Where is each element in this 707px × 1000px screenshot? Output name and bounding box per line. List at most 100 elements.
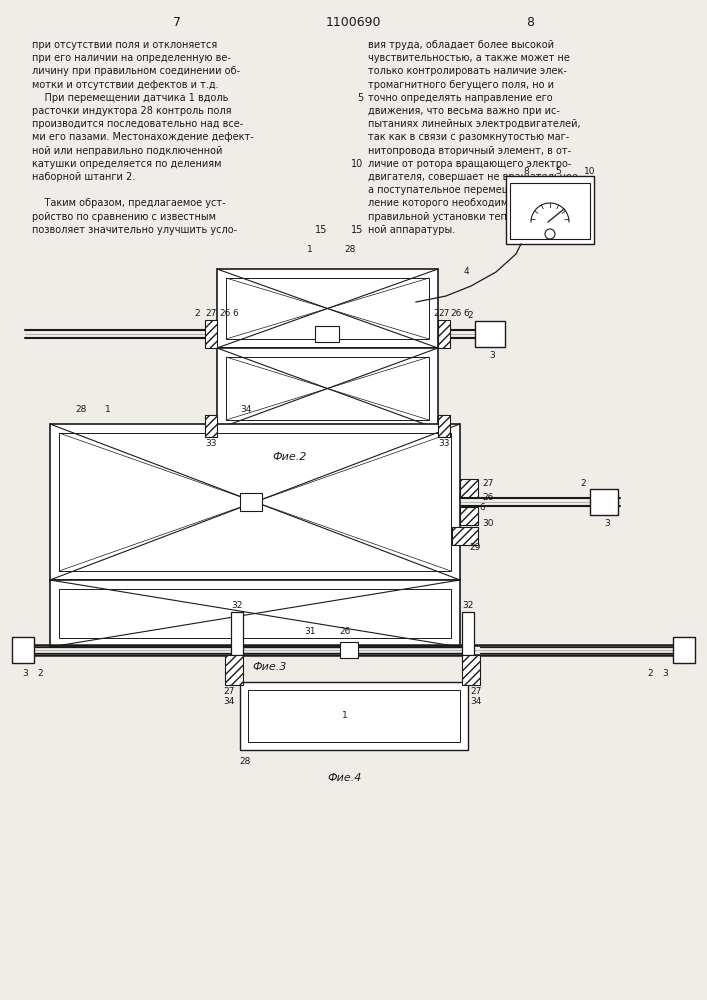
Text: 2: 2 [580, 480, 586, 488]
Text: ной или неправильно подключенной: ной или неправильно подключенной [32, 146, 223, 156]
Text: 27: 27 [205, 310, 216, 318]
Text: 15: 15 [315, 225, 327, 235]
Text: только контролировать наличие элек-: только контролировать наличие элек- [368, 66, 567, 76]
Text: при его наличии на определенную ве-: при его наличии на определенную ве- [32, 53, 231, 63]
Text: 28: 28 [75, 406, 86, 414]
Bar [462, 612, 474, 655]
Text: 29: 29 [469, 544, 481, 552]
Text: вия труда, обладает более высокой: вия труда, обладает более высокой [368, 40, 554, 50]
Text: Фие.3: Фие.3 [253, 662, 287, 672]
Text: 32: 32 [231, 600, 243, 609]
Text: 1: 1 [105, 406, 111, 414]
Text: 34: 34 [223, 698, 235, 706]
Text: личину при правильном соединении об-: личину при правильном соединении об- [32, 66, 240, 76]
Text: позволяет значительно улучшить усло-: позволяет значительно улучшить усло- [32, 225, 237, 235]
Text: 8: 8 [523, 167, 529, 176]
Text: 6: 6 [232, 310, 238, 318]
Text: двигателя, совершает не вращательное,: двигателя, совершает не вращательное, [368, 172, 581, 182]
Text: 1: 1 [342, 712, 348, 720]
Text: При перемещении датчика 1 вдоль: При перемещении датчика 1 вдоль [32, 93, 228, 103]
Text: мотки и отсутствии дефектов и т.д.: мотки и отсутствии дефектов и т.д. [32, 80, 218, 90]
Text: 26: 26 [339, 628, 351, 637]
Text: 27: 27 [482, 480, 493, 488]
Bar [50, 580, 460, 647]
Bar [217, 348, 438, 429]
Text: 10: 10 [584, 167, 596, 176]
Text: 2: 2 [433, 310, 439, 318]
Text: Фие.4: Фие.4 [328, 773, 362, 783]
Bar [205, 415, 217, 437]
Text: нитопровода вторичный элемент, в от-: нитопровода вторичный элемент, в от- [368, 146, 571, 156]
Bar [315, 326, 339, 342]
Text: 34: 34 [470, 698, 481, 706]
Text: а поступательное перемещение, направ-: а поступательное перемещение, направ- [368, 185, 583, 195]
Text: 3: 3 [489, 352, 495, 360]
Text: 2: 2 [467, 312, 473, 320]
Bar [225, 655, 243, 685]
Text: катушки определяется по делениям: катушки определяется по делениям [32, 159, 221, 169]
Bar [462, 655, 480, 685]
Text: тромагнитного бегущего поля, но и: тромагнитного бегущего поля, но и [368, 80, 554, 90]
Bar [226, 357, 429, 420]
Text: 26: 26 [450, 310, 462, 318]
Text: ление которого необходимо знать для: ление которого необходимо знать для [368, 198, 568, 208]
Text: при отсутствии поля и отклоняется: при отсутствии поля и отклоняется [32, 40, 217, 50]
Bar [506, 176, 594, 244]
Bar [231, 612, 243, 655]
Text: чувствительностью, а также может не: чувствительностью, а также может не [368, 53, 570, 63]
Bar [59, 433, 451, 571]
Text: пытаниях линейных электродвигателей,: пытаниях линейных электродвигателей, [368, 119, 580, 129]
Text: 30: 30 [482, 520, 493, 528]
Text: 7: 7 [173, 15, 181, 28]
Text: 32: 32 [462, 600, 474, 609]
Text: 28: 28 [344, 244, 356, 253]
Bar [438, 415, 450, 437]
Bar [438, 320, 450, 348]
Text: 10: 10 [351, 159, 363, 169]
Bar [50, 424, 460, 580]
Text: расточки индуктора 28 контроль поля: расточки индуктора 28 контроль поля [32, 106, 231, 116]
Text: 3: 3 [22, 670, 28, 678]
Bar [460, 507, 478, 525]
Text: 2: 2 [37, 670, 43, 678]
Text: 27: 27 [223, 688, 235, 696]
Text: Таким образом, предлагаемое уст-: Таким образом, предлагаемое уст- [32, 198, 226, 208]
Bar [340, 642, 358, 658]
Text: 26: 26 [219, 310, 230, 318]
Text: 4: 4 [464, 267, 469, 276]
Text: 34: 34 [240, 406, 252, 414]
Text: 31: 31 [304, 628, 316, 637]
Bar [673, 637, 695, 663]
Text: 6: 6 [479, 502, 485, 512]
Text: Фие.2: Фие.2 [273, 452, 307, 462]
Text: 2: 2 [647, 670, 653, 678]
Text: движения, что весьма важно при ис-: движения, что весьма важно при ис- [368, 106, 560, 116]
Text: ройство по сравнению с известным: ройство по сравнению с известным [32, 212, 216, 222]
Text: 2: 2 [194, 310, 200, 318]
Bar [226, 278, 429, 339]
Text: личие от ротора вращающего электро-: личие от ротора вращающего электро- [368, 159, 571, 169]
Text: 15: 15 [351, 225, 363, 235]
Bar [475, 321, 505, 347]
Text: наборной штанги 2.: наборной штанги 2. [32, 172, 135, 182]
Text: правильной установки теплоизмеритель-: правильной установки теплоизмеритель- [368, 212, 584, 222]
Bar [510, 183, 590, 239]
Text: 1100690: 1100690 [325, 15, 381, 28]
Bar [240, 682, 468, 750]
Text: 27: 27 [470, 688, 481, 696]
Text: 8: 8 [526, 15, 534, 28]
Text: 5: 5 [555, 167, 561, 176]
Text: 3: 3 [604, 520, 610, 528]
Text: 1: 1 [307, 244, 313, 253]
Circle shape [545, 229, 555, 239]
Bar [12, 637, 34, 663]
Text: 33: 33 [438, 438, 450, 448]
Bar [452, 527, 478, 545]
Bar [460, 479, 478, 497]
Text: 3: 3 [662, 670, 668, 678]
Text: ми его пазами. Местонахождение дефект-: ми его пазами. Местонахождение дефект- [32, 132, 254, 142]
Text: 5: 5 [357, 93, 363, 103]
Bar [590, 489, 618, 515]
Text: точно определять направление его: точно определять направление его [368, 93, 553, 103]
Text: 26: 26 [482, 492, 493, 502]
